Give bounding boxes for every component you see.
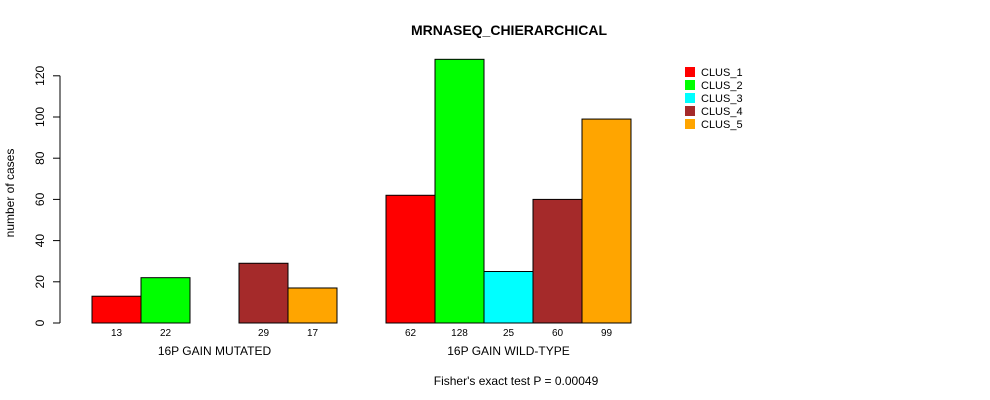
y-tick-label: 60 [33,192,47,206]
bar-clus-2-group-2 [434,58,485,324]
y-tick-label: 20 [33,275,47,289]
bar-clus-4-group-1 [238,262,289,324]
legend-swatch [685,93,695,103]
legend-swatch [685,80,695,90]
legend-swatch [685,67,695,77]
bar-count-label: 99 [601,328,613,339]
group-label: 16P GAIN WILD-TYPE [447,344,569,358]
legend-label: CLUS_1 [701,67,743,79]
y-tick-label: 0 [33,319,47,326]
bar-clus-1-group-1 [91,295,142,324]
y-axis: 0 20 40 60 80 100 120 [33,65,61,326]
legend-swatch [685,119,695,129]
bar-count-label: 29 [258,328,270,339]
y-tick-label: 80 [33,151,47,165]
chart-title: MRNASEQ_CHIERARCHICAL [411,22,607,38]
count-labels: 13 22 29 17 62 128 25 60 99 [111,328,613,339]
legend-label: CLUS_4 [701,106,743,118]
y-tick-label: 100 [33,107,47,127]
bar-count-label: 60 [552,328,564,339]
bar-group [91,58,632,324]
bar-clus-5-group-2 [581,118,632,324]
bar-count-label: 17 [307,328,319,339]
fisher-test-footnote: Fisher's exact test P = 0.00049 [434,374,599,388]
y-tick-label: 120 [33,65,47,85]
bar-clus-3-group-2 [483,271,534,324]
group-labels: 16P GAIN MUTATED 16P GAIN WILD-TYPE [158,344,570,358]
y-axis-label: number of cases [3,149,17,238]
bar-clus-4-group-2 [532,198,583,324]
y-tick-label: 40 [33,234,47,248]
legend-label: CLUS_5 [701,119,743,131]
bar-count-label: 13 [111,328,123,339]
legend-swatch [685,106,695,116]
bar-clus-2-group-1 [140,277,191,324]
bar-clus-5-group-1 [287,287,338,324]
bar-count-label: 25 [503,328,515,339]
bar-count-label: 22 [160,328,172,339]
bar-count-label: 62 [405,328,417,339]
bar-count-label: 128 [451,328,468,339]
legend-label: CLUS_2 [701,80,743,92]
legend-label: CLUS_3 [701,93,743,105]
group-label: 16P GAIN MUTATED [158,344,272,358]
bar-clus-1-group-2 [385,194,436,324]
